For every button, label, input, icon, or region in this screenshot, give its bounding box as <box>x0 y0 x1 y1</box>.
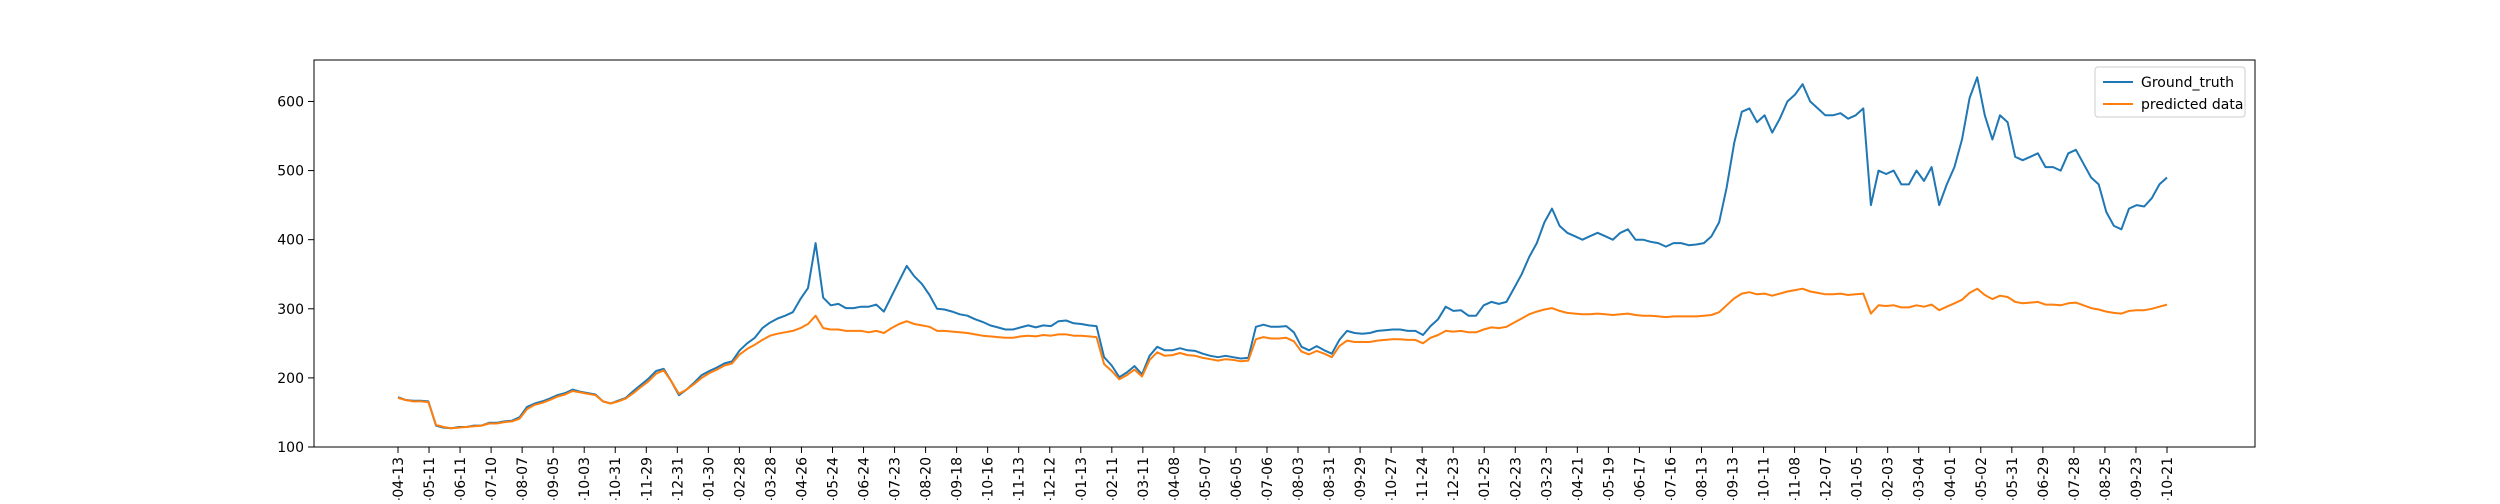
x-tick-label: -11-29 <box>639 457 655 500</box>
y-tick-label: 500 <box>277 164 304 180</box>
x-tick-label: -07-16 <box>1663 457 1679 500</box>
x-tick-label: -06-17 <box>1632 457 1648 500</box>
x-tick-label: -11-08 <box>1788 457 1804 500</box>
x-tick-label: -10-11 <box>1757 457 1773 500</box>
x-tick-label: -10-16 <box>981 457 997 500</box>
x-tick-label: -05-07 <box>1198 457 1214 500</box>
x-tick-label: -12-31 <box>670 457 686 500</box>
x-tick-label: -04-01 <box>1943 457 1959 500</box>
x-tick-label: -04-21 <box>1570 457 1586 500</box>
x-tick-label: -05-24 <box>825 457 841 500</box>
x-tick-label: -09-18 <box>950 457 966 500</box>
x-tick-label: -02-23 <box>1508 457 1524 500</box>
x-axis: -04-13 -05-11 -06-11 -07-10 -08-07 -09-05 -10-… <box>391 447 2176 503</box>
x-tick-label: -02-28 <box>732 457 748 500</box>
x-tick-label: -07-10 <box>484 457 500 500</box>
legend-label: Ground_truth <box>2141 75 2234 91</box>
y-tick-label: 100 <box>277 440 304 456</box>
x-tick-label: -05-11 <box>422 457 438 500</box>
x-tick-label: -07-28 <box>2067 457 2083 500</box>
x-tick-label: -08-20 <box>919 457 935 500</box>
x-tick-label: -07-23 <box>888 457 904 500</box>
x-tick-label: -05-19 <box>1601 457 1617 500</box>
x-tick-label: -06-11 <box>453 457 469 500</box>
x-tick-label: -08-25 <box>2098 457 2114 500</box>
x-tick-label: -04-08 <box>1167 457 1183 500</box>
x-tick-label: -03-04 <box>1912 457 1928 500</box>
x-tick-label: -01-13 <box>1074 457 1090 500</box>
x-tick-label: -09-13 <box>1726 457 1742 500</box>
x-tick-label: -03-28 <box>763 457 779 500</box>
x-tick-label: -03-23 <box>1539 457 1555 500</box>
x-tick-label: -12-07 <box>1819 457 1835 500</box>
y-tick-label: 400 <box>277 233 304 249</box>
x-tick-label: -08-31 <box>1322 457 1338 500</box>
x-tick-label: -02-11 <box>1105 457 1121 500</box>
x-tick-label: -08-07 <box>515 457 531 500</box>
x-tick-label: -09-05 <box>546 457 562 500</box>
y-axis: 100 200 300 400 500 600 <box>277 94 314 456</box>
plot-frame <box>313 59 2256 448</box>
x-tick-label: -05-02 <box>1974 457 1990 500</box>
x-tick-label: -05-31 <box>2005 457 2021 500</box>
x-tick-label: -09-23 <box>2129 457 2145 500</box>
x-tick-label: -11-24 <box>1415 457 1431 500</box>
series-layer <box>397 76 2168 430</box>
x-tick-label: -06-05 <box>1229 457 1245 500</box>
x-tick-label: -04-26 <box>794 457 810 500</box>
x-tick-label: -07-06 <box>1260 457 1276 500</box>
x-tick-label: -10-21 <box>2160 457 2176 500</box>
series-line-predicted-data <box>397 287 2168 430</box>
x-tick-label: -01-30 <box>701 457 717 500</box>
x-tick-label: -08-03 <box>1291 457 1307 500</box>
y-tick-label: 600 <box>277 94 304 110</box>
x-tick-label: -12-12 <box>1043 457 1059 500</box>
y-tick-label: 300 <box>277 302 304 318</box>
y-tick-label: 200 <box>277 371 304 387</box>
x-tick-label: -03-11 <box>1136 457 1152 500</box>
x-tick-label: -01-05 <box>1850 457 1866 500</box>
x-tick-label: -08-13 <box>1694 457 1710 500</box>
x-tick-label: -11-13 <box>1012 457 1028 500</box>
x-tick-label: -01-25 <box>1477 457 1493 500</box>
x-tick-label: -10-31 <box>608 457 624 500</box>
x-tick-label: -10-27 <box>1384 457 1400 500</box>
x-tick-label: -10-03 <box>577 457 593 500</box>
x-tick-label: -04-13 <box>391 457 407 500</box>
x-tick-label: -09-29 <box>1353 457 1369 500</box>
legend-label: predicted data <box>2141 97 2243 113</box>
x-tick-label: -12-23 <box>1446 457 1462 500</box>
x-tick-label: -06-24 <box>857 457 873 500</box>
x-tick-label: -06-29 <box>2036 457 2052 500</box>
x-tick-label: -02-03 <box>1881 457 1897 500</box>
legend: Ground_truth predicted data <box>2094 66 2246 118</box>
